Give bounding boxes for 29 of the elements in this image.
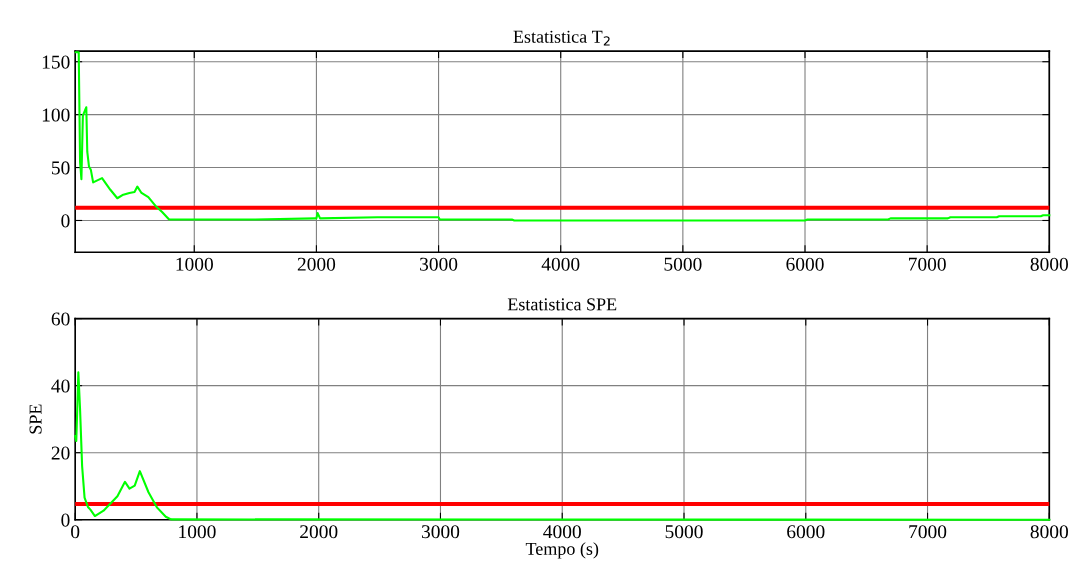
- y-tick-label: 40: [51, 379, 70, 393]
- x-tick-label: 2000: [300, 525, 338, 539]
- x-tick-label: 8000: [1030, 525, 1068, 539]
- x-tick-label: 7000: [908, 257, 946, 271]
- y-tick-label: 100: [42, 108, 70, 122]
- x-tick-label: 5000: [665, 525, 703, 539]
- x-tick-label: 7000: [909, 525, 947, 539]
- x-tick-label: 1000: [176, 257, 213, 271]
- y-tick-label: 20: [51, 446, 70, 460]
- x-tick-label: 4000: [541, 257, 580, 271]
- chart-title: Estatistica T$_{2}$: [513, 30, 610, 46]
- y-tick-label: 0: [61, 214, 70, 228]
- y-tick-label: 50: [52, 161, 70, 175]
- y-tick-label: 0: [61, 513, 70, 527]
- x-tick-label: 0: [71, 525, 80, 539]
- x-tick-label: 5000: [664, 257, 702, 271]
- chart-title: Estatistica SPE: [507, 298, 617, 311]
- x-tick-label: 3000: [420, 257, 458, 271]
- y-tick-label: 60: [51, 312, 70, 326]
- x-tick-label: 1000: [179, 525, 216, 539]
- x-tick-label: 4000: [543, 525, 581, 539]
- x-tick-label: 3000: [421, 525, 460, 539]
- x-tick-label: 6000: [786, 257, 824, 271]
- x-tick-label: 6000: [787, 525, 825, 539]
- x-tick-label: 2000: [297, 257, 336, 271]
- y-axis-title: SPE: [29, 404, 42, 434]
- x-axis-title: Tempo (s): [525, 542, 599, 559]
- x-tick-label: 8000: [1030, 257, 1068, 271]
- y-tick-label: 150: [42, 55, 70, 69]
